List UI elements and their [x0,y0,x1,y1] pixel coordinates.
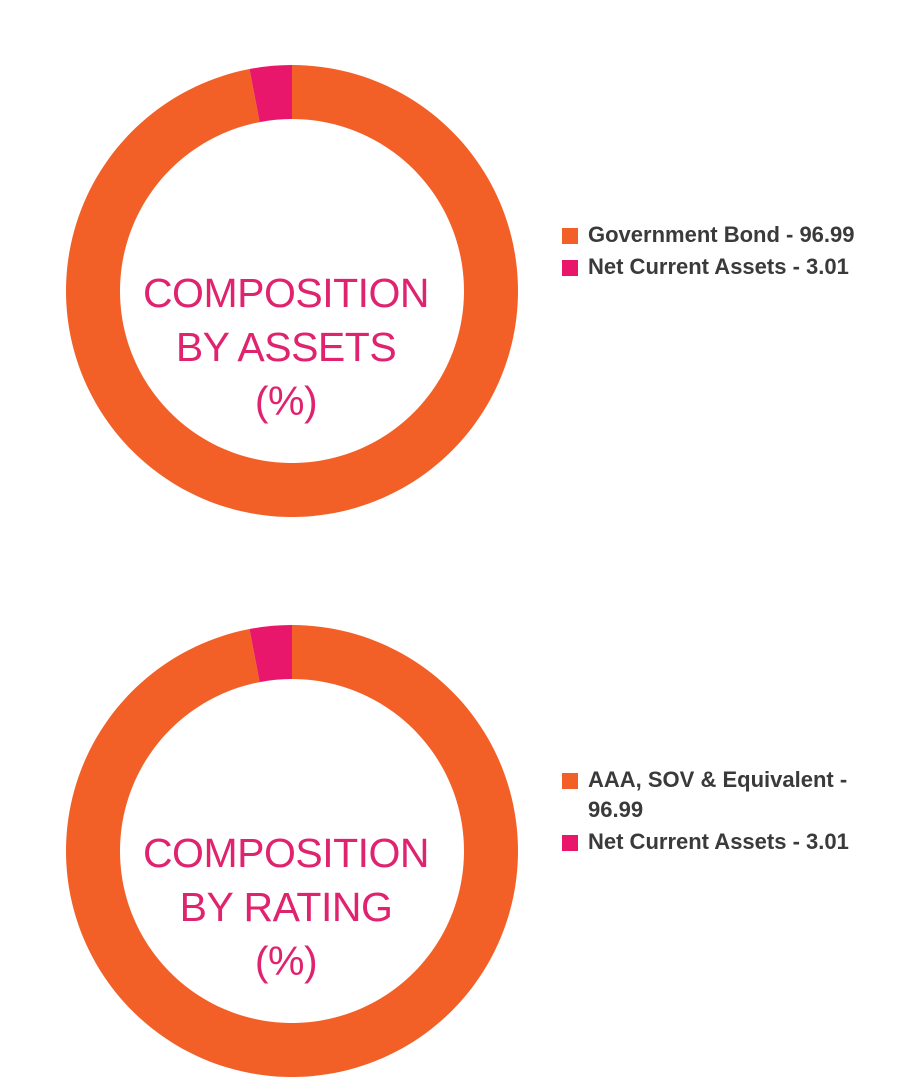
rating-title-line-3: (%) [254,938,318,984]
legend-swatch-orange [562,773,578,789]
asset-title-line-2: BY ASSETS [175,324,397,370]
legend-label: Net Current Assets - 3.01 [588,829,849,854]
asset-legend: Government Bond - 96.99 Net Current Asse… [562,220,902,284]
legend-item-government-bond: Government Bond - 96.99 [562,220,902,250]
legend-item-aaa-sov-equivalent: AAA, SOV & Equivalent - 96.99 [562,765,902,825]
legend-item-net-current-assets: Net Current Assets - 3.01 [562,252,902,282]
asset-title-line-1: COMPOSITION [142,270,430,316]
slice-net-current-assets [249,625,292,683]
legend-label: Net Current Assets - 3.01 [588,254,849,279]
rating-title-line-1: COMPOSITION [142,830,430,876]
rating-composition-chart: COMPOSITION BY RATING (%) AAA, SOV & Equ… [0,560,913,1080]
slice-net-current-assets [249,65,292,123]
rating-legend: AAA, SOV & Equivalent - 96.99 Net Curren… [562,765,902,859]
legend-label: AAA, SOV & Equivalent - 96.99 [588,767,848,822]
rating-chart-title: COMPOSITION BY RATING (%) [120,826,452,988]
asset-donut [66,65,518,517]
legend-swatch-orange [562,228,578,244]
legend-swatch-pink [562,835,578,851]
rating-donut [66,625,518,1077]
asset-title-line-3: (%) [254,378,318,424]
legend-swatch-pink [562,260,578,276]
rating-title-line-2: BY RATING [179,884,393,930]
legend-item-net-current-assets: Net Current Assets - 3.01 [562,827,902,857]
legend-label: Government Bond - 96.99 [588,222,855,247]
asset-composition-chart: COMPOSITION BY ASSETS (%) Government Bon… [0,0,913,520]
asset-chart-title: COMPOSITION BY ASSETS (%) [120,266,452,428]
